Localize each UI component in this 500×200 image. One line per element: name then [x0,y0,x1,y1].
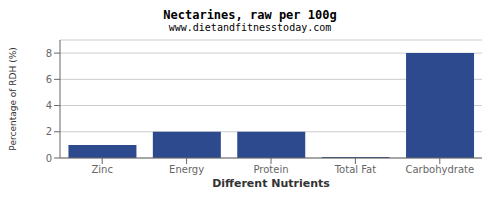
html-text:Nectarines, raw per 100g: Nectarines, raw per 100g [163,8,337,22]
svg-text:6: 6 [46,74,52,85]
svg-text:2: 2 [46,126,52,137]
svg-text:Energy: Energy [169,164,204,175]
svg-text:Total Fat: Total Fat [334,164,376,175]
svg-text:Percentage of RDH (%): Percentage of RDH (%) [8,47,18,150]
svg-text:0: 0 [46,153,52,164]
svg-text:Protein: Protein [253,164,288,175]
svg-text:8: 8 [46,48,52,59]
svg-text:Zinc: Zinc [91,164,112,175]
svg-text:Carbohydrate: Carbohydrate [405,164,474,175]
html-text:www.dietandfitnesstoday.com: www.dietandfitnesstoday.com [168,22,332,33]
svg-text:4: 4 [46,100,52,111]
svg-text:Different Nutrients: Different Nutrients [212,177,330,190]
